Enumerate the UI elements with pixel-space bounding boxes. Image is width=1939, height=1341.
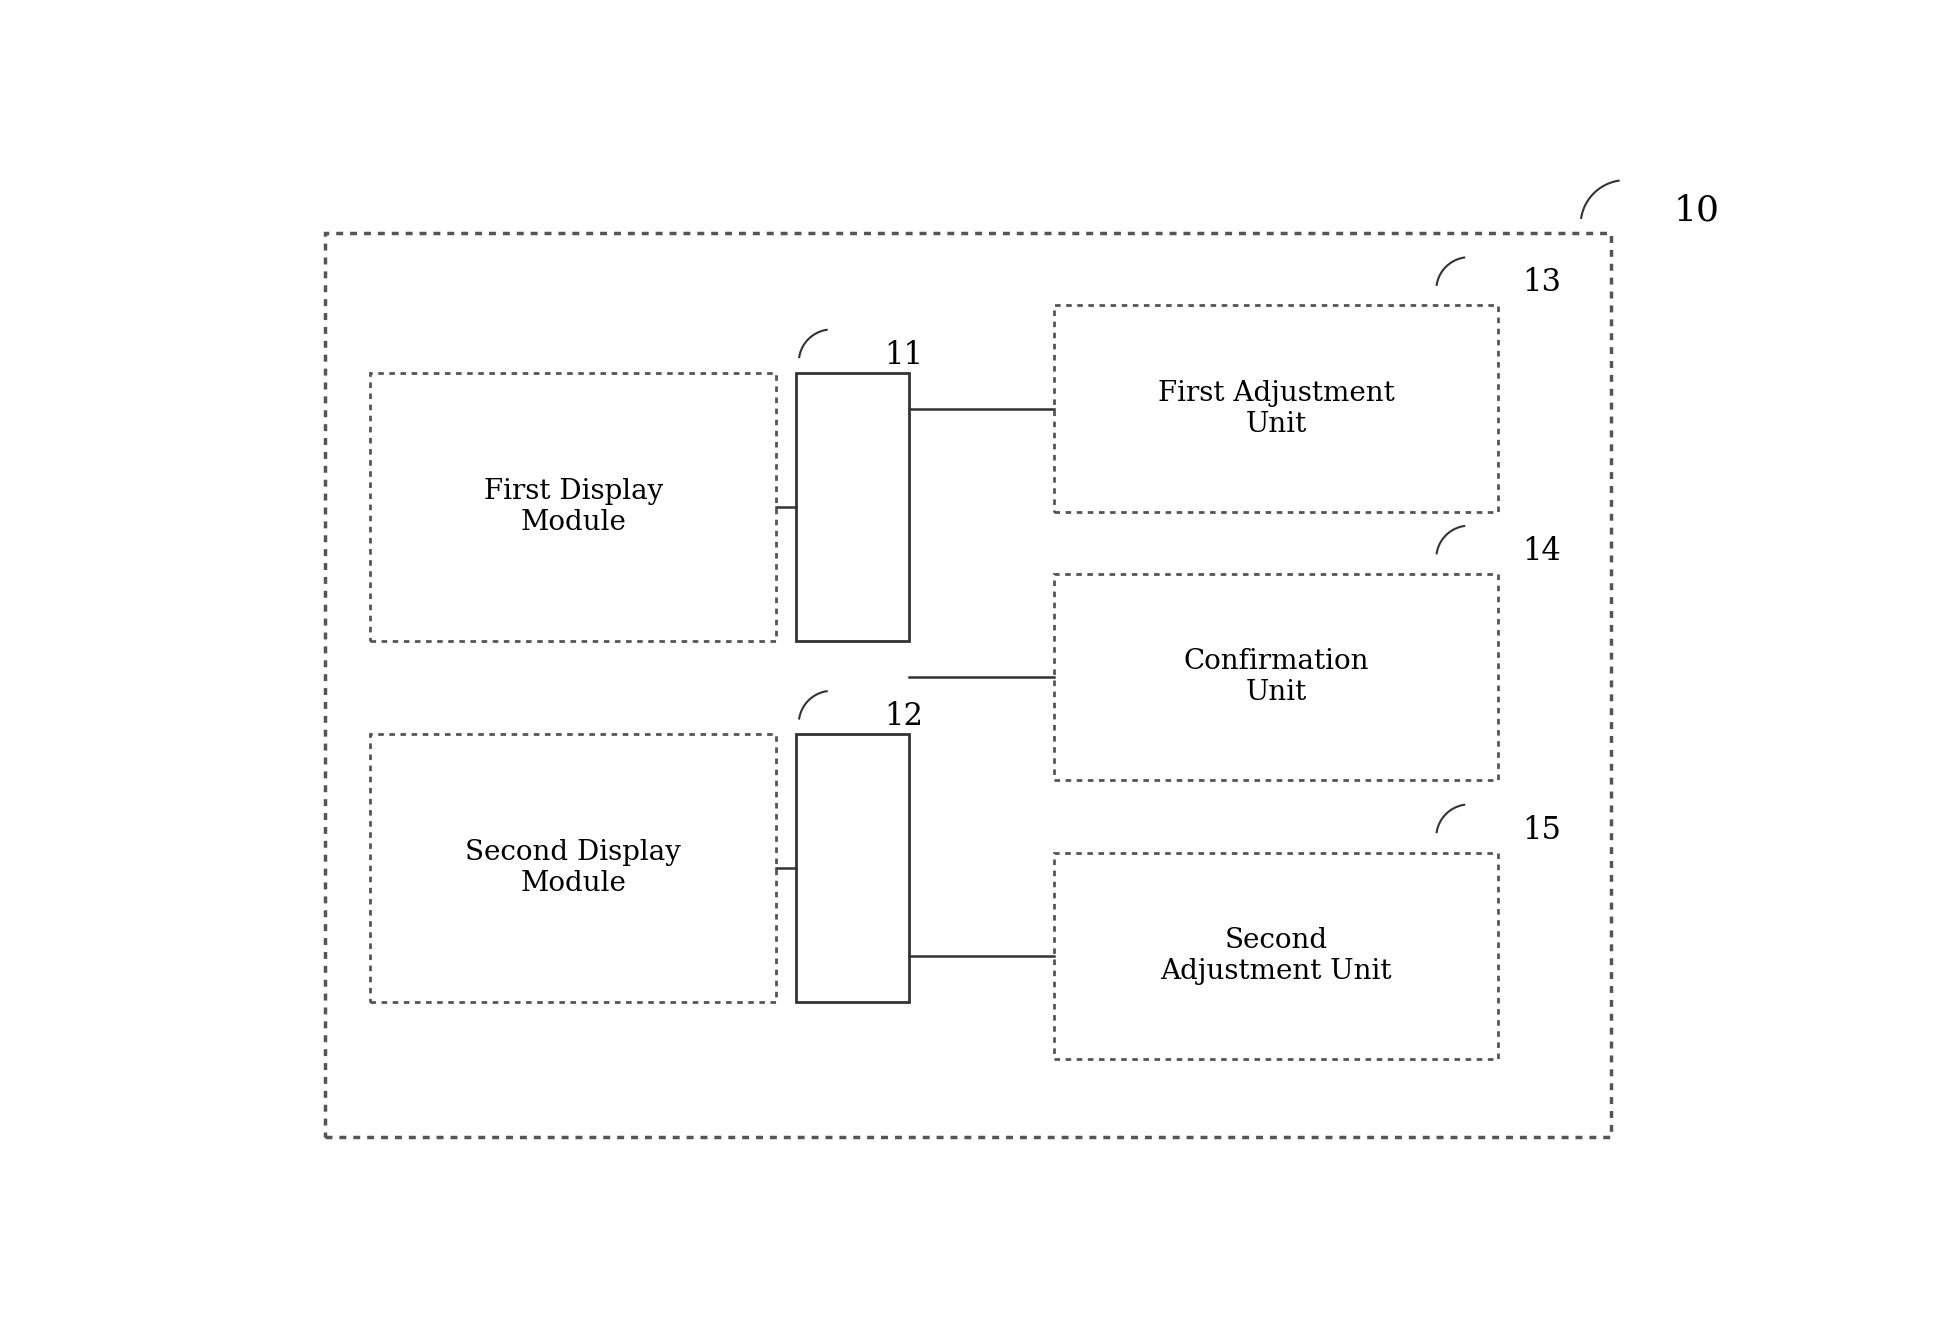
Bar (1055, 574, 1497, 780)
Text: Confirmation
Unit: Confirmation Unit (1183, 648, 1369, 707)
Text: Second
Adjustment Unit: Second Adjustment Unit (1160, 927, 1390, 986)
Text: 14: 14 (1522, 536, 1559, 567)
Text: Second Display
Module: Second Display Module (465, 839, 681, 897)
Bar (1055, 853, 1497, 1059)
Bar (370, 373, 776, 641)
Bar (795, 734, 907, 1003)
Bar (326, 233, 1609, 1137)
Bar (370, 734, 776, 1003)
Text: 13: 13 (1522, 267, 1561, 298)
Text: First Display
Module: First Display Module (483, 477, 663, 536)
Text: 15: 15 (1522, 814, 1561, 846)
Text: 10: 10 (1673, 193, 1720, 228)
Text: First Adjustment
Unit: First Adjustment Unit (1158, 380, 1394, 439)
Text: 12: 12 (884, 701, 923, 732)
Bar (795, 373, 907, 641)
Text: 11: 11 (884, 339, 923, 370)
Bar (1055, 306, 1497, 512)
